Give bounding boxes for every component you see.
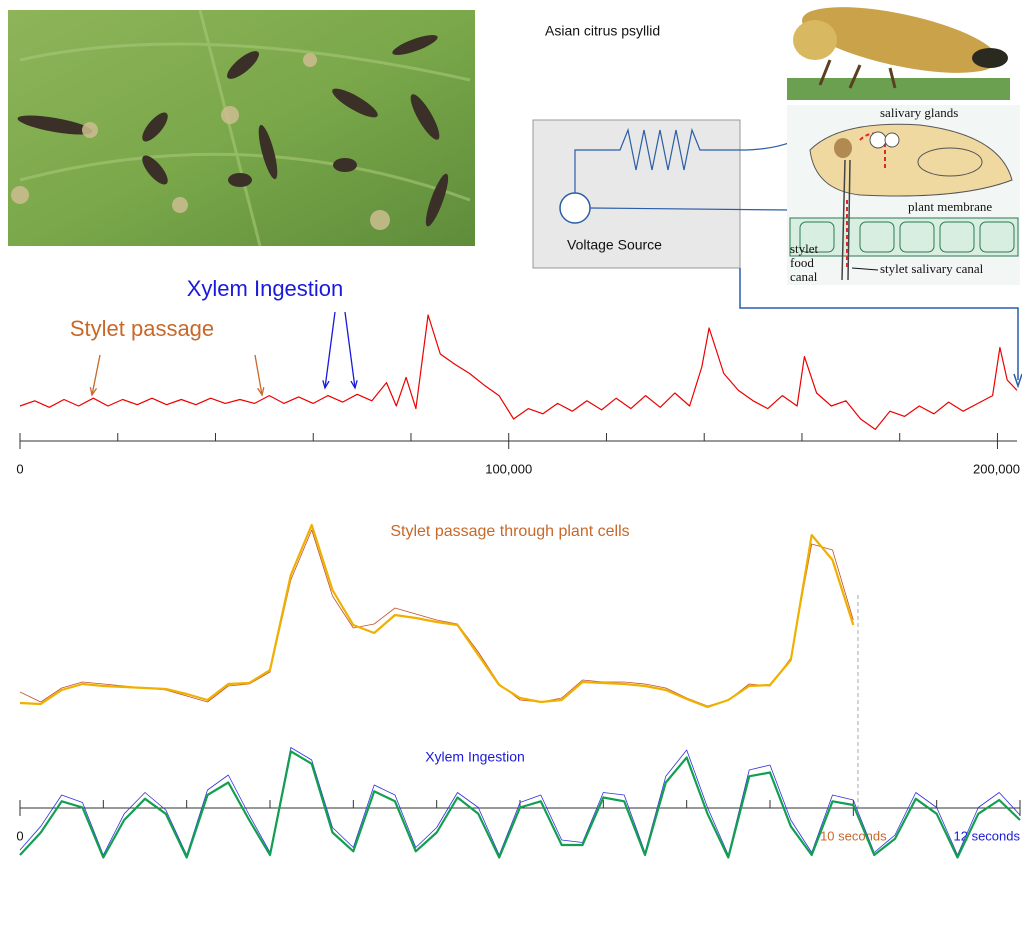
series-line (19, 314, 1018, 430)
annotation-arrow (324, 311, 336, 389)
annotation: Stylet passage (70, 316, 214, 341)
x-tick-label: 0 (16, 828, 23, 843)
diagram-label: stylet salivary canal (880, 261, 984, 276)
annotation-arrow-head (89, 387, 98, 397)
voltage-label: Voltage Source (567, 237, 662, 253)
diagram-label: salivary glands (880, 105, 958, 120)
x-tick-label: 200,000 (973, 461, 1020, 476)
x-tick-label: 0 (16, 461, 23, 476)
annotation-arrow-head (322, 380, 330, 390)
series-line (19, 750, 1021, 859)
annotation-arrow (91, 354, 101, 396)
chart-title: Stylet passage through plant cells (390, 523, 629, 540)
insect-drawing (787, 0, 1010, 100)
series-line (19, 523, 855, 709)
diagram-label: food (790, 255, 814, 270)
photo (8, 9, 475, 247)
circuit: Voltage Source (532, 113, 1022, 389)
diagram-label: plant membrane (908, 199, 992, 214)
annotation-arrow (254, 354, 263, 396)
x-tick-label: 10 seconds (820, 828, 887, 843)
annotation-arrow-head (350, 380, 358, 390)
annotation-arrow-head (257, 387, 265, 397)
anatomy-diagram: salivary glands plant membrane stylet fo… (787, 105, 1020, 285)
diagram-label: canal (790, 269, 818, 284)
series-line (19, 529, 854, 707)
annotation: Xylem Ingestion (187, 276, 344, 301)
annotation-arrow (344, 311, 356, 389)
x-tick-label: 100,000 (485, 461, 532, 476)
diagram-label: stylet (790, 241, 819, 256)
caption: Asian citrus psyllid (545, 23, 660, 39)
chart-title: Xylem Ingestion (425, 749, 525, 765)
